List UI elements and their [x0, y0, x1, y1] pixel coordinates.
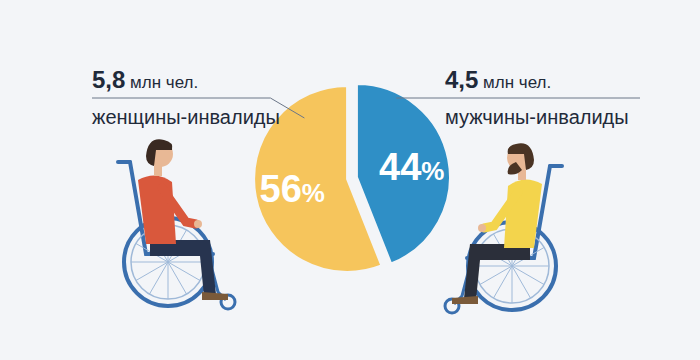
data-label: 44% — [379, 146, 444, 188]
person-legs — [464, 244, 530, 300]
count-unit: млн чел. — [125, 73, 198, 92]
person-legs — [150, 240, 216, 296]
person-hand — [478, 224, 486, 232]
pie-slice — [357, 84, 450, 263]
chart-root: 56% 5,8 млн чел. женщины-инвалиды 44% 4,5 мл… — [0, 0, 700, 360]
count-number: 5,8 — [92, 66, 125, 93]
annotation: 5,8 млн чел. женщины-инвалиды — [92, 66, 304, 128]
data-label-unit: % — [302, 178, 325, 208]
background — [0, 0, 700, 360]
person-arm — [484, 192, 518, 228]
data-label-number: 56 — [260, 168, 302, 210]
count-label: 5,8 млн чел. — [92, 66, 198, 93]
category-label: женщины-инвалиды — [92, 106, 280, 128]
person-neck — [154, 166, 162, 176]
pie-slices — [254, 84, 450, 272]
wheelchair-figure — [445, 143, 562, 313]
chart-svg: 56% 5,8 млн чел. женщины-инвалиды 44% 4,5 мл… — [0, 0, 700, 360]
person-hand — [194, 220, 202, 228]
chair-handle — [550, 164, 562, 168]
pie-labels: 56% 5,8 млн чел. женщины-инвалиды 44% 4,5 мл… — [92, 66, 640, 210]
wheelchair-figure — [118, 139, 235, 309]
data-label-unit: % — [421, 156, 444, 186]
chair-handle — [118, 160, 130, 164]
data-label: 56% — [260, 168, 325, 210]
leader-line — [396, 98, 640, 99]
person-hair — [146, 139, 172, 166]
count-unit: млн чел. — [478, 73, 551, 92]
count-number: 4,5 — [445, 66, 478, 93]
data-label-number: 44 — [379, 146, 421, 188]
annotation: 4,5 млн чел. мужчины-инвалиды — [396, 66, 640, 128]
person-torso — [504, 179, 542, 248]
person-arm — [162, 188, 196, 224]
count-label: 4,5 млн чел. — [445, 66, 551, 93]
person-foot — [452, 296, 478, 304]
person-beard — [508, 162, 522, 175]
leader-line — [92, 98, 304, 118]
person-torso — [138, 175, 176, 244]
category-label: мужчины-инвалиды — [445, 106, 629, 128]
person-foot — [202, 292, 228, 300]
